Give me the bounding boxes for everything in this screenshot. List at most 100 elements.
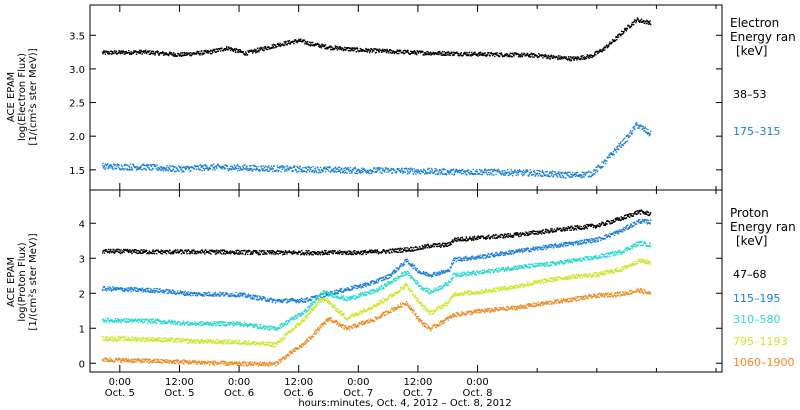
data-point bbox=[377, 48, 379, 51]
data-point bbox=[476, 255, 478, 258]
data-point bbox=[453, 259, 456, 262]
data-point bbox=[440, 172, 442, 174]
data-point bbox=[641, 220, 643, 223]
data-point bbox=[143, 249, 145, 251]
data-point bbox=[364, 249, 367, 252]
data-point bbox=[137, 318, 139, 320]
data-point bbox=[246, 167, 249, 170]
data-point bbox=[371, 48, 373, 51]
data-point bbox=[339, 46, 341, 48]
data-point bbox=[384, 250, 386, 253]
data-point bbox=[313, 171, 316, 173]
data-point bbox=[622, 217, 625, 219]
data-point bbox=[505, 233, 507, 236]
data-point bbox=[301, 249, 303, 252]
data-point bbox=[415, 52, 417, 54]
data-point bbox=[231, 293, 233, 295]
data-point bbox=[547, 229, 549, 231]
data-point bbox=[551, 172, 553, 174]
data-point bbox=[114, 251, 116, 253]
data-point bbox=[166, 167, 168, 169]
data-point bbox=[508, 55, 510, 57]
data-point bbox=[104, 168, 106, 170]
data-point bbox=[239, 51, 241, 53]
data-point bbox=[134, 51, 136, 53]
data-point bbox=[121, 165, 123, 168]
data-point bbox=[342, 47, 344, 50]
data-point bbox=[292, 41, 295, 43]
data-point bbox=[632, 24, 634, 26]
data-point bbox=[343, 251, 345, 254]
data-point bbox=[272, 45, 274, 47]
data-point bbox=[362, 284, 365, 287]
data-point bbox=[172, 170, 174, 172]
data-point bbox=[140, 290, 143, 292]
data-point bbox=[246, 53, 249, 56]
data-point bbox=[255, 166, 257, 168]
data-point bbox=[197, 167, 200, 169]
data-point bbox=[374, 52, 377, 54]
data-point bbox=[153, 252, 156, 255]
data-point bbox=[333, 170, 335, 172]
data-point bbox=[498, 253, 500, 256]
data-point bbox=[381, 49, 384, 51]
data-point bbox=[167, 169, 169, 172]
data-point bbox=[181, 54, 184, 56]
data-point bbox=[172, 53, 174, 55]
data-point bbox=[644, 126, 646, 128]
data-point bbox=[272, 300, 274, 302]
data-point bbox=[129, 289, 131, 291]
data-point bbox=[291, 169, 294, 172]
data-point bbox=[213, 251, 215, 253]
data-point bbox=[151, 250, 154, 252]
data-point bbox=[620, 216, 622, 218]
data-point bbox=[201, 295, 204, 297]
data-point bbox=[387, 167, 390, 170]
data-point bbox=[646, 133, 649, 135]
data-point bbox=[360, 287, 362, 289]
data-point bbox=[298, 299, 301, 301]
data-point bbox=[268, 170, 270, 172]
data-point bbox=[561, 172, 563, 174]
data-point bbox=[188, 252, 190, 255]
data-point bbox=[397, 269, 400, 271]
data-point bbox=[240, 167, 242, 170]
data-point bbox=[502, 237, 504, 239]
data-point bbox=[235, 47, 237, 50]
data-point bbox=[120, 52, 122, 54]
data-point bbox=[350, 250, 352, 253]
data-point bbox=[134, 287, 136, 289]
data-point bbox=[465, 170, 467, 172]
data-point bbox=[649, 133, 651, 135]
data-point bbox=[464, 172, 466, 174]
data-point bbox=[594, 169, 596, 171]
data-point bbox=[549, 58, 551, 60]
data-point bbox=[437, 173, 439, 175]
data-point bbox=[317, 168, 319, 171]
data-point bbox=[553, 173, 555, 176]
electron-y-tick-label: 3.0 bbox=[69, 65, 85, 76]
data-point bbox=[339, 170, 341, 172]
data-point bbox=[621, 30, 623, 32]
data-point bbox=[474, 170, 477, 172]
data-point bbox=[536, 54, 538, 57]
data-point bbox=[463, 258, 465, 260]
data-point bbox=[277, 170, 279, 173]
data-point bbox=[310, 42, 312, 44]
data-point bbox=[131, 319, 133, 321]
data-point bbox=[418, 170, 421, 172]
data-point bbox=[477, 55, 479, 57]
data-point bbox=[518, 54, 520, 56]
data-point bbox=[305, 167, 307, 170]
data-point bbox=[634, 19, 637, 22]
data-point bbox=[350, 289, 352, 291]
data-point bbox=[617, 219, 620, 221]
data-point bbox=[565, 243, 567, 245]
data-point bbox=[340, 289, 342, 291]
data-point bbox=[422, 171, 424, 173]
data-point bbox=[496, 170, 498, 172]
data-point bbox=[575, 228, 577, 230]
data-point bbox=[450, 243, 452, 246]
electron-plot-frame bbox=[89, 4, 723, 191]
data-point bbox=[352, 47, 355, 49]
